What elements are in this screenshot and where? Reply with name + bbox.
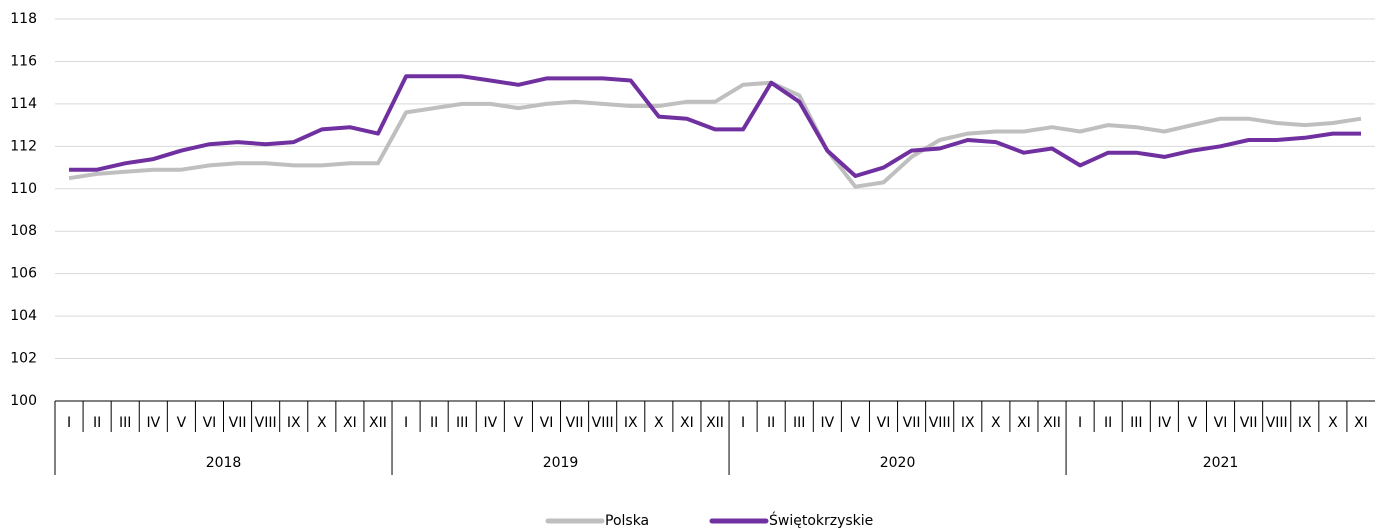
y-tick-label: 118 — [10, 11, 37, 27]
x-tick-label: X — [991, 415, 1001, 431]
line-series — [69, 74, 1361, 178]
x-tick-label: III — [1130, 415, 1142, 431]
x-tick-label: X — [1328, 415, 1338, 431]
x-tick-label: II — [767, 415, 775, 431]
y-tick-label: 108 — [10, 223, 37, 239]
x-tick-label: VIII — [592, 415, 614, 431]
x-tick-label: IV — [483, 415, 497, 431]
x-tick-label: IX — [624, 415, 638, 431]
x-tick-label: IX — [1298, 415, 1312, 431]
x-tick-label: XI — [1017, 415, 1031, 431]
x-tick-label: III — [793, 415, 805, 431]
x-tick-label: IV — [820, 415, 834, 431]
x-tick-label: X — [654, 415, 664, 431]
x-tick-label: VI — [540, 415, 554, 431]
x-tick-label: I — [741, 415, 745, 431]
y-tick-label: 106 — [10, 266, 37, 282]
x-tick-label: V — [177, 415, 187, 431]
x-tick-label: XI — [1354, 415, 1368, 431]
x-tick-label: XII — [1043, 415, 1061, 431]
x-tick-label: II — [430, 415, 438, 431]
y-tick-label: 102 — [10, 351, 37, 367]
x-tick-label: VI — [877, 415, 891, 431]
x-tick-label: VI — [1214, 415, 1228, 431]
x-group-label: 2021 — [1203, 455, 1239, 471]
y-tick-label: 100 — [10, 393, 37, 409]
x-tick-label: V — [514, 415, 524, 431]
x-tick-label: III — [456, 415, 468, 431]
x-group-label: 2018 — [206, 455, 242, 471]
legend-label: Świętokrzyskie — [769, 511, 873, 529]
legend-label: Polska — [605, 513, 649, 529]
y-tick-label: 112 — [10, 138, 37, 154]
x-tick-label: IV — [146, 415, 160, 431]
x-tick-label: I — [67, 415, 71, 431]
y-tick-label: 110 — [10, 181, 37, 197]
x-tick-label: XII — [369, 415, 387, 431]
x-group-label: 2020 — [880, 455, 916, 471]
y-tick-label: 116 — [10, 53, 37, 69]
x-tick-label: IV — [1158, 415, 1172, 431]
y-tick-label: 114 — [10, 96, 37, 112]
x-tick-label: XI — [680, 415, 694, 431]
x-tick-label: IX — [287, 415, 301, 431]
y-tick-label: 104 — [10, 308, 37, 324]
x-tick-label: XII — [706, 415, 724, 431]
x-tick-label: VIII — [929, 415, 951, 431]
x-tick-label: II — [1104, 415, 1112, 431]
x-tick-label: V — [851, 415, 861, 431]
x-tick-label: VII — [1240, 415, 1258, 431]
x-tick-label: VIII — [1266, 415, 1288, 431]
x-tick-label: VI — [203, 415, 217, 431]
x-tick-label: XI — [343, 415, 357, 431]
x-tick-label: V — [1188, 415, 1198, 431]
x-tick-label: VII — [566, 415, 584, 431]
x-group-label: 2019 — [543, 455, 579, 471]
x-tick-label: I — [1078, 415, 1082, 431]
x-tick-label: II — [93, 415, 101, 431]
x-tick-label: III — [119, 415, 131, 431]
x-tick-label: X — [317, 415, 327, 431]
x-tick-label: VII — [229, 415, 247, 431]
line-series — [68, 80, 1362, 189]
x-tick-label: VII — [903, 415, 921, 431]
x-tick-label: VIII — [255, 415, 277, 431]
x-tick-label: IX — [961, 415, 975, 431]
x-tick-label: I — [404, 415, 408, 431]
